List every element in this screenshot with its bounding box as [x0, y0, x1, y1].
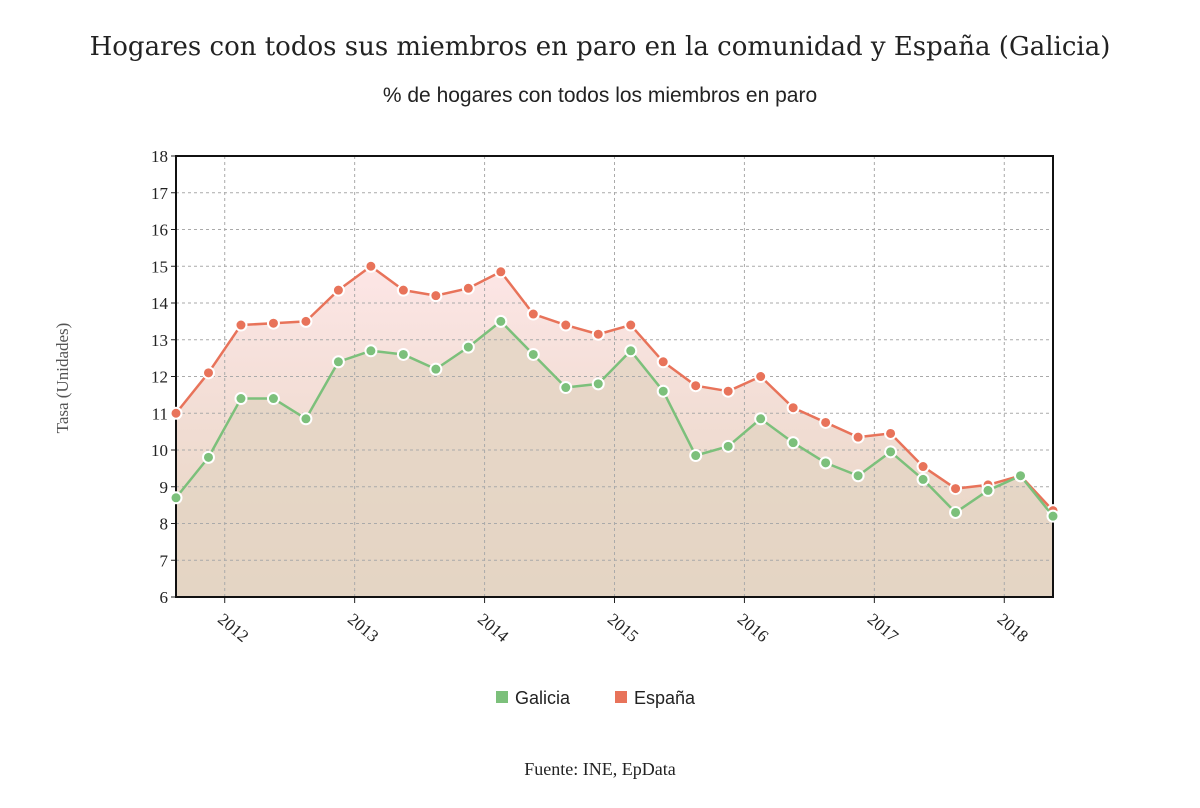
data-point-espana[interactable]: [429, 289, 443, 303]
data-point-espana[interactable]: [266, 316, 280, 330]
source-note: Fuente: INE, EpData: [524, 759, 676, 779]
data-point-galicia[interactable]: [559, 381, 573, 395]
data-point-galicia[interactable]: [819, 456, 833, 470]
y-tick-label: 14: [151, 294, 169, 313]
x-tick-label: 2015: [604, 610, 642, 646]
data-point-espana[interactable]: [559, 318, 573, 332]
data-point-espana[interactable]: [949, 482, 963, 496]
data-point-galicia[interactable]: [1046, 509, 1060, 523]
y-tick-label: 18: [151, 147, 168, 166]
legend: Galicia España: [496, 688, 696, 708]
data-point-galicia[interactable]: [981, 483, 995, 497]
data-point-galicia[interactable]: [754, 412, 768, 426]
x-tick-label: 2018: [994, 610, 1032, 646]
data-point-galicia[interactable]: [624, 344, 638, 358]
series-line-galicia: [175, 320, 1054, 517]
data-point-galicia[interactable]: [689, 449, 703, 463]
x-tick-label: 2012: [214, 610, 252, 646]
x-tick-label: 2017: [864, 610, 903, 647]
legend-item-galicia[interactable]: Galicia: [496, 688, 571, 708]
data-point-galicia[interactable]: [396, 347, 410, 361]
data-point-galicia[interactable]: [169, 491, 183, 505]
data-point-galicia[interactable]: [364, 344, 378, 358]
data-point-espana[interactable]: [656, 355, 670, 369]
legend-swatch-espana: [615, 691, 627, 703]
data-point-galicia[interactable]: [201, 450, 215, 464]
y-tick-label: 6: [160, 588, 169, 607]
data-point-espana[interactable]: [786, 401, 800, 415]
data-point-espana[interactable]: [169, 406, 183, 420]
data-point-espana[interactable]: [201, 366, 215, 380]
data-point-espana[interactable]: [689, 379, 703, 393]
data-point-galicia[interactable]: [591, 377, 605, 391]
legend-label-espana: España: [634, 688, 696, 708]
data-point-galicia[interactable]: [721, 439, 735, 453]
y-tick-label: 8: [160, 515, 169, 534]
data-point-galicia[interactable]: [526, 347, 540, 361]
data-point-espana[interactable]: [916, 460, 930, 474]
y-axis-label: Tasa (Unidades): [53, 323, 72, 434]
legend-label-galicia: Galicia: [515, 688, 571, 708]
data-point-galicia[interactable]: [1014, 469, 1028, 483]
y-tick-label: 12: [151, 368, 168, 387]
data-point-espana[interactable]: [884, 426, 898, 440]
data-point-espana[interactable]: [234, 318, 248, 332]
data-point-espana[interactable]: [624, 318, 638, 332]
legend-item-espana[interactable]: España: [615, 688, 696, 708]
area-galicia: [176, 321, 1053, 597]
y-tick-label: 16: [151, 221, 168, 240]
chart-title: Hogares con todos sus miembros en paro e…: [89, 32, 1111, 62]
data-point-espana[interactable]: [461, 281, 475, 295]
data-point-espana[interactable]: [819, 415, 833, 429]
data-point-galicia[interactable]: [949, 505, 963, 519]
data-point-espana[interactable]: [331, 283, 345, 297]
x-tick-label: 2013: [344, 610, 382, 646]
y-tick-label: 17: [151, 184, 169, 203]
x-tick-label: 2014: [474, 610, 513, 647]
chart-subtitle: % de hogares con todos los miembros en p…: [382, 84, 818, 107]
y-tick-label: 9: [160, 478, 169, 497]
data-point-espana[interactable]: [299, 314, 313, 328]
x-tick-label: 2016: [734, 610, 772, 646]
y-tick-label: 11: [152, 404, 168, 423]
data-point-galicia[interactable]: [786, 436, 800, 450]
data-point-galicia[interactable]: [331, 355, 345, 369]
y-tick-label: 13: [151, 331, 168, 350]
data-point-espana[interactable]: [396, 283, 410, 297]
data-point-espana[interactable]: [591, 327, 605, 341]
data-point-galicia[interactable]: [884, 445, 898, 459]
data-point-galicia[interactable]: [916, 472, 930, 486]
y-tick-label: 15: [151, 257, 168, 276]
data-point-galicia[interactable]: [299, 412, 313, 426]
data-point-espana[interactable]: [494, 265, 508, 279]
data-point-galicia[interactable]: [851, 469, 865, 483]
y-tick-label: 10: [151, 441, 168, 460]
plot-area: 6 7 8 9 10 11 12 13 14 15 16 17 18 2012 2013 2014 2015 20…: [151, 147, 1060, 647]
y-tick-label: 7: [160, 551, 169, 570]
data-point-galicia[interactable]: [429, 362, 443, 376]
data-point-espana[interactable]: [364, 259, 378, 273]
data-point-espana[interactable]: [721, 384, 735, 398]
data-point-espana[interactable]: [526, 307, 540, 321]
legend-swatch-galicia: [496, 691, 508, 703]
data-point-galicia[interactable]: [461, 340, 475, 354]
series-line-espana: [175, 265, 1054, 512]
data-point-galicia[interactable]: [234, 392, 248, 406]
data-point-espana[interactable]: [754, 370, 768, 383]
data-point-galicia[interactable]: [494, 314, 508, 328]
data-point-galicia[interactable]: [266, 392, 280, 406]
data-point-espana[interactable]: [851, 430, 865, 444]
plot-frame: [175, 155, 1054, 598]
data-point-galicia[interactable]: [656, 384, 670, 398]
